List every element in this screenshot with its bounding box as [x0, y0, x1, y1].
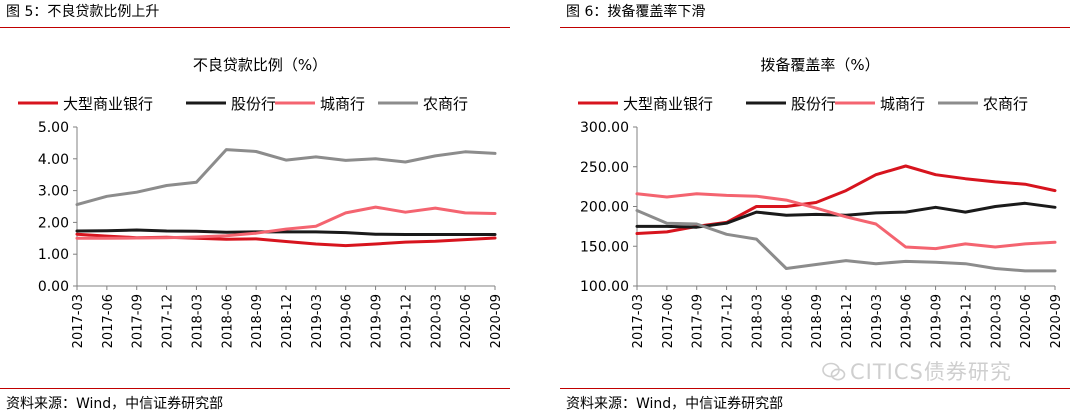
legend-label-3: 农商行: [423, 95, 468, 113]
watermark: CITICS债券研究: [822, 356, 1012, 386]
x-tick-label: 2018-06: [220, 294, 235, 348]
series-line-3: [635, 209, 1057, 273]
npl-ratio-chart: 不良贷款比例（%） 大型商业银行 股份行 城商行 农商行 0.00 1.00 2.00 3.00…: [18, 56, 504, 348]
x-tick-label: 2019-06: [340, 294, 355, 348]
y-tick-label: 2.00: [38, 215, 69, 231]
x-tick-label: 2020-03: [989, 294, 1004, 348]
x-tick-label: 2020-03: [429, 294, 444, 348]
x-tick-label: 2019-03: [870, 294, 885, 348]
series-line-2: [75, 205, 497, 240]
figure-5-source: 资料来源：Wind，中信证券研究部: [6, 396, 224, 412]
x-tick-label: 2019-03: [310, 294, 325, 348]
x-tick-label: 2020-06: [459, 294, 474, 348]
chart-title: 拨备覆盖率（%）: [760, 56, 879, 74]
y-tick-label: 150.00: [580, 239, 629, 255]
x-tick-label: 2017-03: [71, 294, 86, 348]
y-tick-label: 5.00: [38, 120, 69, 136]
series-line-0: [635, 164, 1057, 235]
x-tick-label: 2017-09: [691, 294, 706, 348]
x-tick-label: 2018-06: [780, 294, 795, 348]
x-tick-label: 2020-09: [489, 294, 504, 348]
x-tick-label: 2019-12: [959, 294, 974, 348]
wechat-icon: [822, 362, 846, 381]
figure-6-panel: 图 6：拨备覆盖率下滑 拨备覆盖率（%） 大型商业银行 股份行 城商行 农商行 100.0…: [560, 0, 1080, 420]
series-line-2: [635, 192, 1057, 251]
x-tick-label: 2020-06: [1019, 294, 1034, 348]
x-tick-label: 2017-12: [721, 294, 736, 348]
figure-5-top-rule: [0, 27, 510, 28]
x-tick-label: 2018-03: [750, 294, 765, 348]
legend-label-0: 大型商业银行: [63, 95, 153, 113]
y-tick-label: 4.00: [38, 152, 69, 168]
figure-6-top-rule: [560, 27, 1070, 28]
figure-5-label: 图 5：不良贷款比例上升: [6, 4, 160, 20]
y-tick-label: 300.00: [580, 120, 629, 136]
y-tick-label: 200.00: [580, 200, 629, 216]
legend-label-2: 城商行: [880, 95, 925, 113]
y-tick-label: 250.00: [580, 160, 629, 176]
x-tick-label: 2018-09: [250, 294, 265, 348]
y-tick-label: 3.00: [38, 184, 69, 200]
legend-label-1: 股份行: [231, 95, 276, 113]
x-tick-label: 2018-12: [280, 294, 295, 348]
x-tick-label: 2019-09: [370, 294, 385, 348]
y-tick-label: 100.00: [580, 279, 629, 295]
figure-5-bottom-rule: [0, 388, 510, 389]
x-tick-label: 2019-09: [930, 294, 945, 348]
figure-5-panel: 图 5：不良贷款比例上升 不良贷款比例（%） 大型商业银行 股份行 城商行 农商行 0.0…: [0, 0, 520, 420]
figure-6-label: 图 6：拨备覆盖率下滑: [566, 4, 706, 20]
x-tick-label: 2018-12: [840, 294, 855, 348]
x-tick-label: 2018-03: [190, 294, 205, 348]
legend-label-1: 股份行: [791, 95, 836, 113]
x-tick-label: 2018-09: [810, 294, 825, 348]
legend-label-2: 城商行: [320, 95, 365, 113]
series-line-1: [75, 228, 497, 236]
series-line-3: [75, 148, 497, 207]
figure-6-bottom-rule: [560, 388, 1070, 389]
x-tick-label: 2020-09: [1049, 294, 1064, 348]
x-tick-label: 2017-09: [131, 294, 146, 348]
x-tick-label: 2019-06: [900, 294, 915, 348]
legend-label-0: 大型商业银行: [623, 95, 713, 113]
legend-label-3: 农商行: [983, 95, 1028, 113]
x-tick-label: 2017-06: [101, 294, 116, 348]
chart-title: 不良贷款比例（%）: [193, 56, 327, 74]
x-tick-label: 2019-12: [399, 294, 414, 348]
y-tick-label: 0.00: [38, 279, 69, 295]
x-tick-label: 2017-12: [161, 294, 176, 348]
y-tick-label: 1.00: [38, 247, 69, 263]
figure-6-source: 资料来源：Wind，中信证券研究部: [566, 396, 784, 412]
watermark-text: CITICS债券研究: [850, 360, 1012, 384]
x-tick-label: 2017-06: [661, 294, 676, 348]
x-tick-label: 2017-03: [631, 294, 646, 348]
provision-coverage-chart: 拨备覆盖率（%） 大型商业银行 股份行 城商行 农商行 100.00 150.00 200.0…: [578, 56, 1064, 348]
